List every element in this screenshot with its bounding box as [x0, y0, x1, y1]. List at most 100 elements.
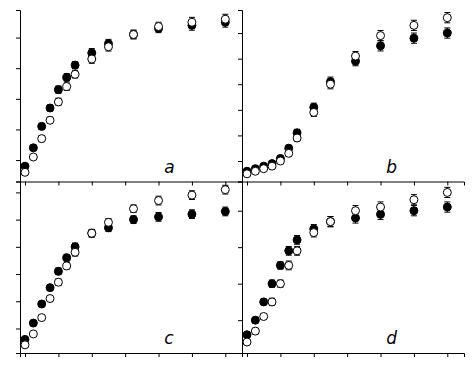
error-bar [89, 229, 95, 237]
tick [238, 211, 242, 212]
data-point [188, 191, 196, 199]
tick [238, 284, 242, 285]
y-axis [238, 11, 243, 183]
tick-mark [414, 353, 415, 357]
error-bar [64, 83, 70, 90]
error-bar [378, 202, 384, 212]
panel: a [16, 11, 243, 186]
data-point [88, 229, 96, 237]
series [21, 14, 229, 176]
tick [447, 353, 448, 357]
axis-line [21, 354, 243, 358]
tick [238, 84, 242, 85]
tick-mark [125, 182, 126, 186]
data-point [443, 14, 451, 22]
x-axis [21, 182, 243, 186]
data-point [54, 86, 62, 94]
panel: d [238, 182, 465, 357]
tick-mark [238, 161, 242, 162]
plot-area [243, 187, 451, 346]
error-bar [286, 150, 292, 156]
data-point [293, 236, 301, 244]
data-point [29, 144, 37, 152]
data-point [71, 61, 79, 69]
error-bar [55, 98, 61, 105]
error-bar [327, 80, 333, 89]
data-point [54, 267, 62, 275]
axis-line [243, 182, 465, 186]
tick-mark [238, 320, 242, 321]
series [243, 13, 451, 178]
data-point [104, 218, 112, 226]
tick-mark [16, 220, 20, 221]
tick-mark [238, 110, 242, 111]
data-point [251, 327, 259, 335]
axis-line [243, 354, 465, 358]
tick-mark [16, 274, 20, 275]
tick [125, 182, 126, 186]
data-point [130, 31, 138, 39]
tick [414, 182, 415, 186]
tick-mark [280, 182, 281, 186]
data-point [54, 278, 62, 286]
data-point [443, 188, 451, 196]
error-bar [444, 28, 450, 38]
series [243, 202, 451, 339]
data-point [377, 32, 385, 40]
data-point [38, 314, 46, 322]
tick [314, 182, 315, 186]
data-point [326, 218, 334, 226]
data-point [38, 135, 46, 143]
tick [16, 160, 20, 161]
plot-area [21, 14, 229, 176]
error-bar [131, 30, 137, 39]
tick [347, 353, 348, 357]
data-point [443, 203, 451, 211]
error-bar [72, 71, 78, 78]
error-bar [411, 206, 417, 216]
data-point [63, 254, 71, 262]
tick-mark [125, 353, 126, 357]
data-point [276, 261, 284, 269]
series [21, 185, 229, 349]
error-bar [47, 105, 53, 111]
tick [16, 301, 20, 302]
data-point [130, 216, 138, 224]
tick [314, 353, 315, 357]
tick [381, 182, 382, 186]
data-point [46, 295, 54, 303]
error-bar [189, 191, 195, 200]
data-point [285, 261, 293, 269]
tick-mark [92, 182, 93, 186]
tick-mark [238, 247, 242, 248]
error-bar [39, 123, 45, 129]
error-bar [131, 216, 137, 224]
error-bar [286, 261, 292, 270]
tick-mark [238, 59, 242, 60]
data-point [410, 196, 418, 204]
tick [58, 182, 59, 186]
error-bar [277, 262, 283, 269]
tick [225, 353, 226, 357]
error-bar [444, 13, 450, 23]
error-bar [378, 30, 384, 40]
tick-mark [16, 99, 20, 100]
x-axis [21, 353, 243, 357]
error-bar [294, 246, 300, 255]
y-axis [16, 11, 21, 183]
error-bar [105, 42, 111, 51]
series [21, 207, 229, 343]
tick-mark [447, 182, 448, 186]
tick-mark [247, 182, 248, 186]
error-bar [89, 229, 95, 237]
tick [247, 353, 248, 357]
error-bar [222, 207, 228, 216]
data-point [326, 218, 334, 226]
data-point [285, 247, 293, 255]
tick [16, 99, 20, 100]
error-bar [286, 246, 292, 255]
error-bar [327, 217, 333, 227]
error-bar [105, 219, 111, 227]
tick [447, 182, 448, 186]
error-bar [327, 217, 333, 227]
